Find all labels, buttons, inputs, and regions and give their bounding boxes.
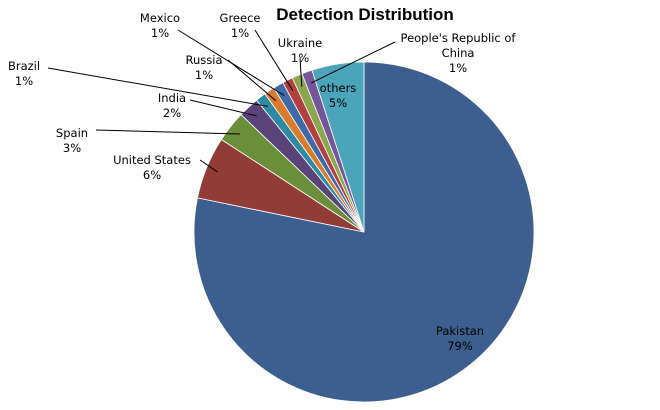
slice-label: others 5%	[320, 81, 357, 110]
slice-label: Brazil 1%	[8, 59, 40, 88]
leader-line	[95, 129, 241, 135]
slice-label: Spain 3%	[56, 126, 88, 155]
slice-label: India 2%	[158, 91, 186, 120]
slice-label: Pakistan 79%	[436, 324, 484, 353]
leader-line	[199, 159, 218, 173]
pie-slices	[193, 61, 535, 403]
leader-line	[189, 99, 257, 117]
leader-lines	[47, 29, 396, 173]
leader-line	[47, 67, 268, 107]
leader-line	[254, 29, 294, 92]
slice-label: Russia 1%	[186, 53, 223, 82]
pie-slice-others	[311, 61, 365, 233]
chart-title: Detection Distribution	[276, 5, 454, 24]
slice-label: Greece 1%	[220, 11, 261, 40]
slice-label: Mexico 1%	[140, 11, 180, 40]
slice-labels: Pakistan 79% United States 6% Spain 3% India 2%…	[8, 11, 516, 353]
slice-label: United States 6%	[113, 153, 191, 182]
leader-line	[177, 29, 285, 96]
pie-slice-pakistan	[193, 61, 535, 403]
slice-label: Ukraine 1%	[278, 36, 322, 65]
slice-label: People's Republic of China 1%	[401, 31, 517, 75]
leader-line	[227, 59, 277, 102]
leader-line	[310, 41, 396, 84]
leader-line	[299, 57, 303, 87]
